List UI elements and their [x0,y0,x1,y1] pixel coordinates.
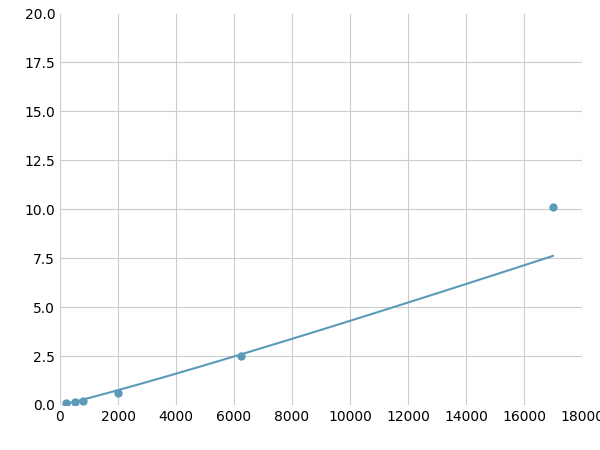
Point [236,352,246,360]
Point [548,204,558,211]
Point [113,390,123,397]
Point [79,397,88,405]
Point [70,398,79,405]
Point [61,400,71,407]
